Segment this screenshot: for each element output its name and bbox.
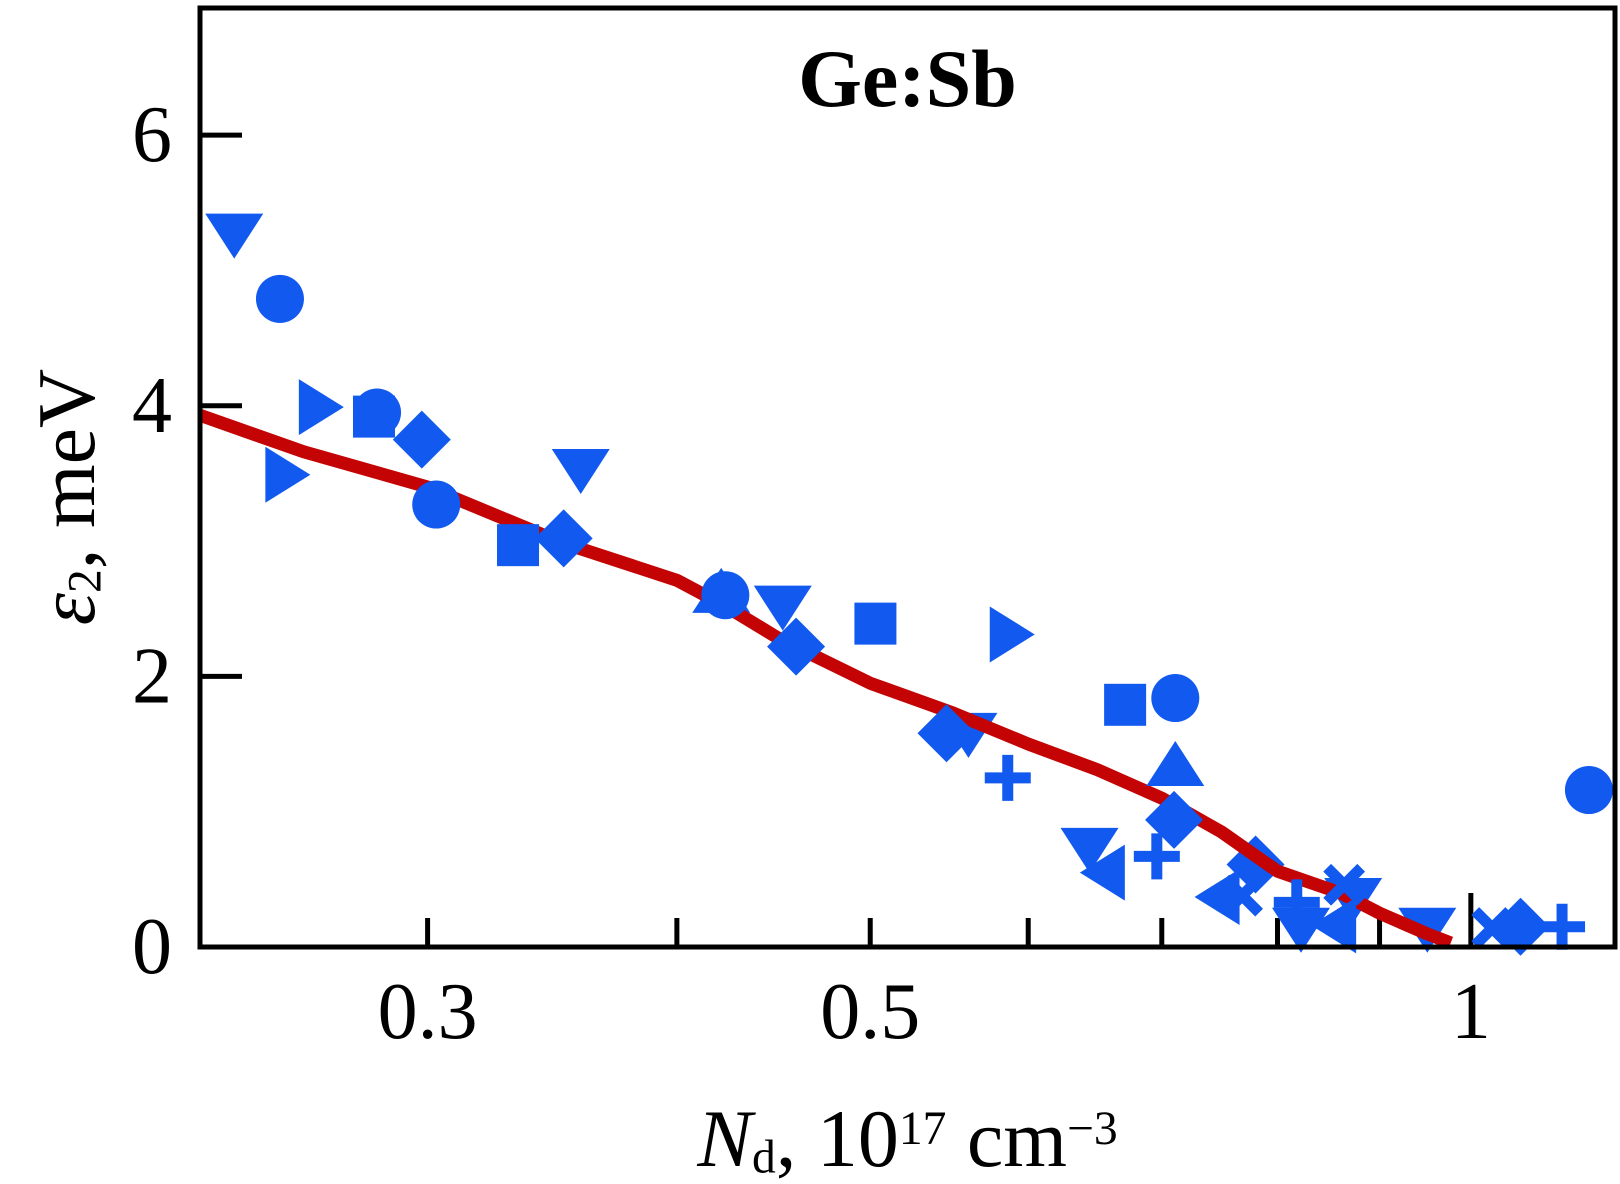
y-tick-label: 2: [132, 632, 172, 720]
fit-line: [197, 409, 1454, 949]
y-tick-label: 0: [132, 903, 172, 991]
marker-triangle-right: [298, 379, 344, 436]
y-tick-label: 6: [132, 91, 172, 179]
x-axis-unit: cm: [946, 1093, 1068, 1184]
chart-title: Ge:Sb: [798, 33, 1017, 124]
x-axis-symbol-subscript: d: [752, 1131, 776, 1184]
marker-triangle-down: [551, 449, 610, 495]
marker-diamond: [767, 617, 826, 676]
marker-triangle-down: [753, 585, 812, 631]
y-axis-label: ε2, meV: [21, 369, 112, 626]
marker-triangle-left: [1079, 844, 1125, 901]
marker-diamond: [534, 509, 593, 568]
marker-triangle-right: [989, 606, 1035, 663]
marker-plus: [1133, 833, 1180, 880]
x-tick-label: 1: [1451, 968, 1491, 1056]
x-axis-symbol: N: [697, 1093, 753, 1184]
marker-triangle-right: [265, 446, 311, 503]
marker-square: [854, 602, 897, 645]
marker-square: [497, 524, 540, 567]
marker-circle: [255, 274, 304, 323]
x-tick-label: 0.5: [820, 968, 920, 1056]
marker-circle: [412, 480, 461, 529]
marker-plus: [1273, 879, 1320, 926]
marker-triangle-down: [1060, 827, 1119, 873]
marker-diamond: [392, 410, 451, 469]
x-axis-mid: , 10: [775, 1093, 899, 1184]
marker-circle: [353, 388, 402, 437]
x-axis-exponent: 17: [898, 1103, 947, 1156]
marker-square: [1104, 683, 1147, 726]
y-tick-label: 4: [132, 362, 172, 450]
marker-cross: [1471, 907, 1514, 949]
marker-circle: [1151, 674, 1200, 723]
marker-triangle-down: [205, 213, 264, 259]
y-axis-symbol-subscript: 2: [59, 569, 112, 593]
x-tick-label: 0.3: [378, 968, 478, 1056]
marker-triangle-down: [1271, 907, 1330, 953]
marker-triangle-up: [1146, 741, 1205, 787]
plot-frame: [197, 5, 1618, 950]
marker-cross: [1323, 863, 1366, 906]
marker-triangle-left: [1311, 897, 1357, 954]
marker-circle: [701, 571, 750, 620]
y-axis-symbol: ε: [20, 592, 112, 626]
marker-plus: [984, 754, 1031, 801]
marker-circle: [1564, 766, 1613, 815]
marker-plus: [1539, 903, 1586, 950]
marker-diamond: [917, 704, 976, 763]
marker-cross: [1221, 874, 1264, 917]
y-axis-unit: , meV: [20, 368, 112, 570]
x-axis-unit-exponent: −3: [1067, 1103, 1118, 1156]
x-axis-label: Nd, 1017 cm−3: [200, 1098, 1615, 1182]
marker-triangle-left: [1194, 868, 1240, 925]
